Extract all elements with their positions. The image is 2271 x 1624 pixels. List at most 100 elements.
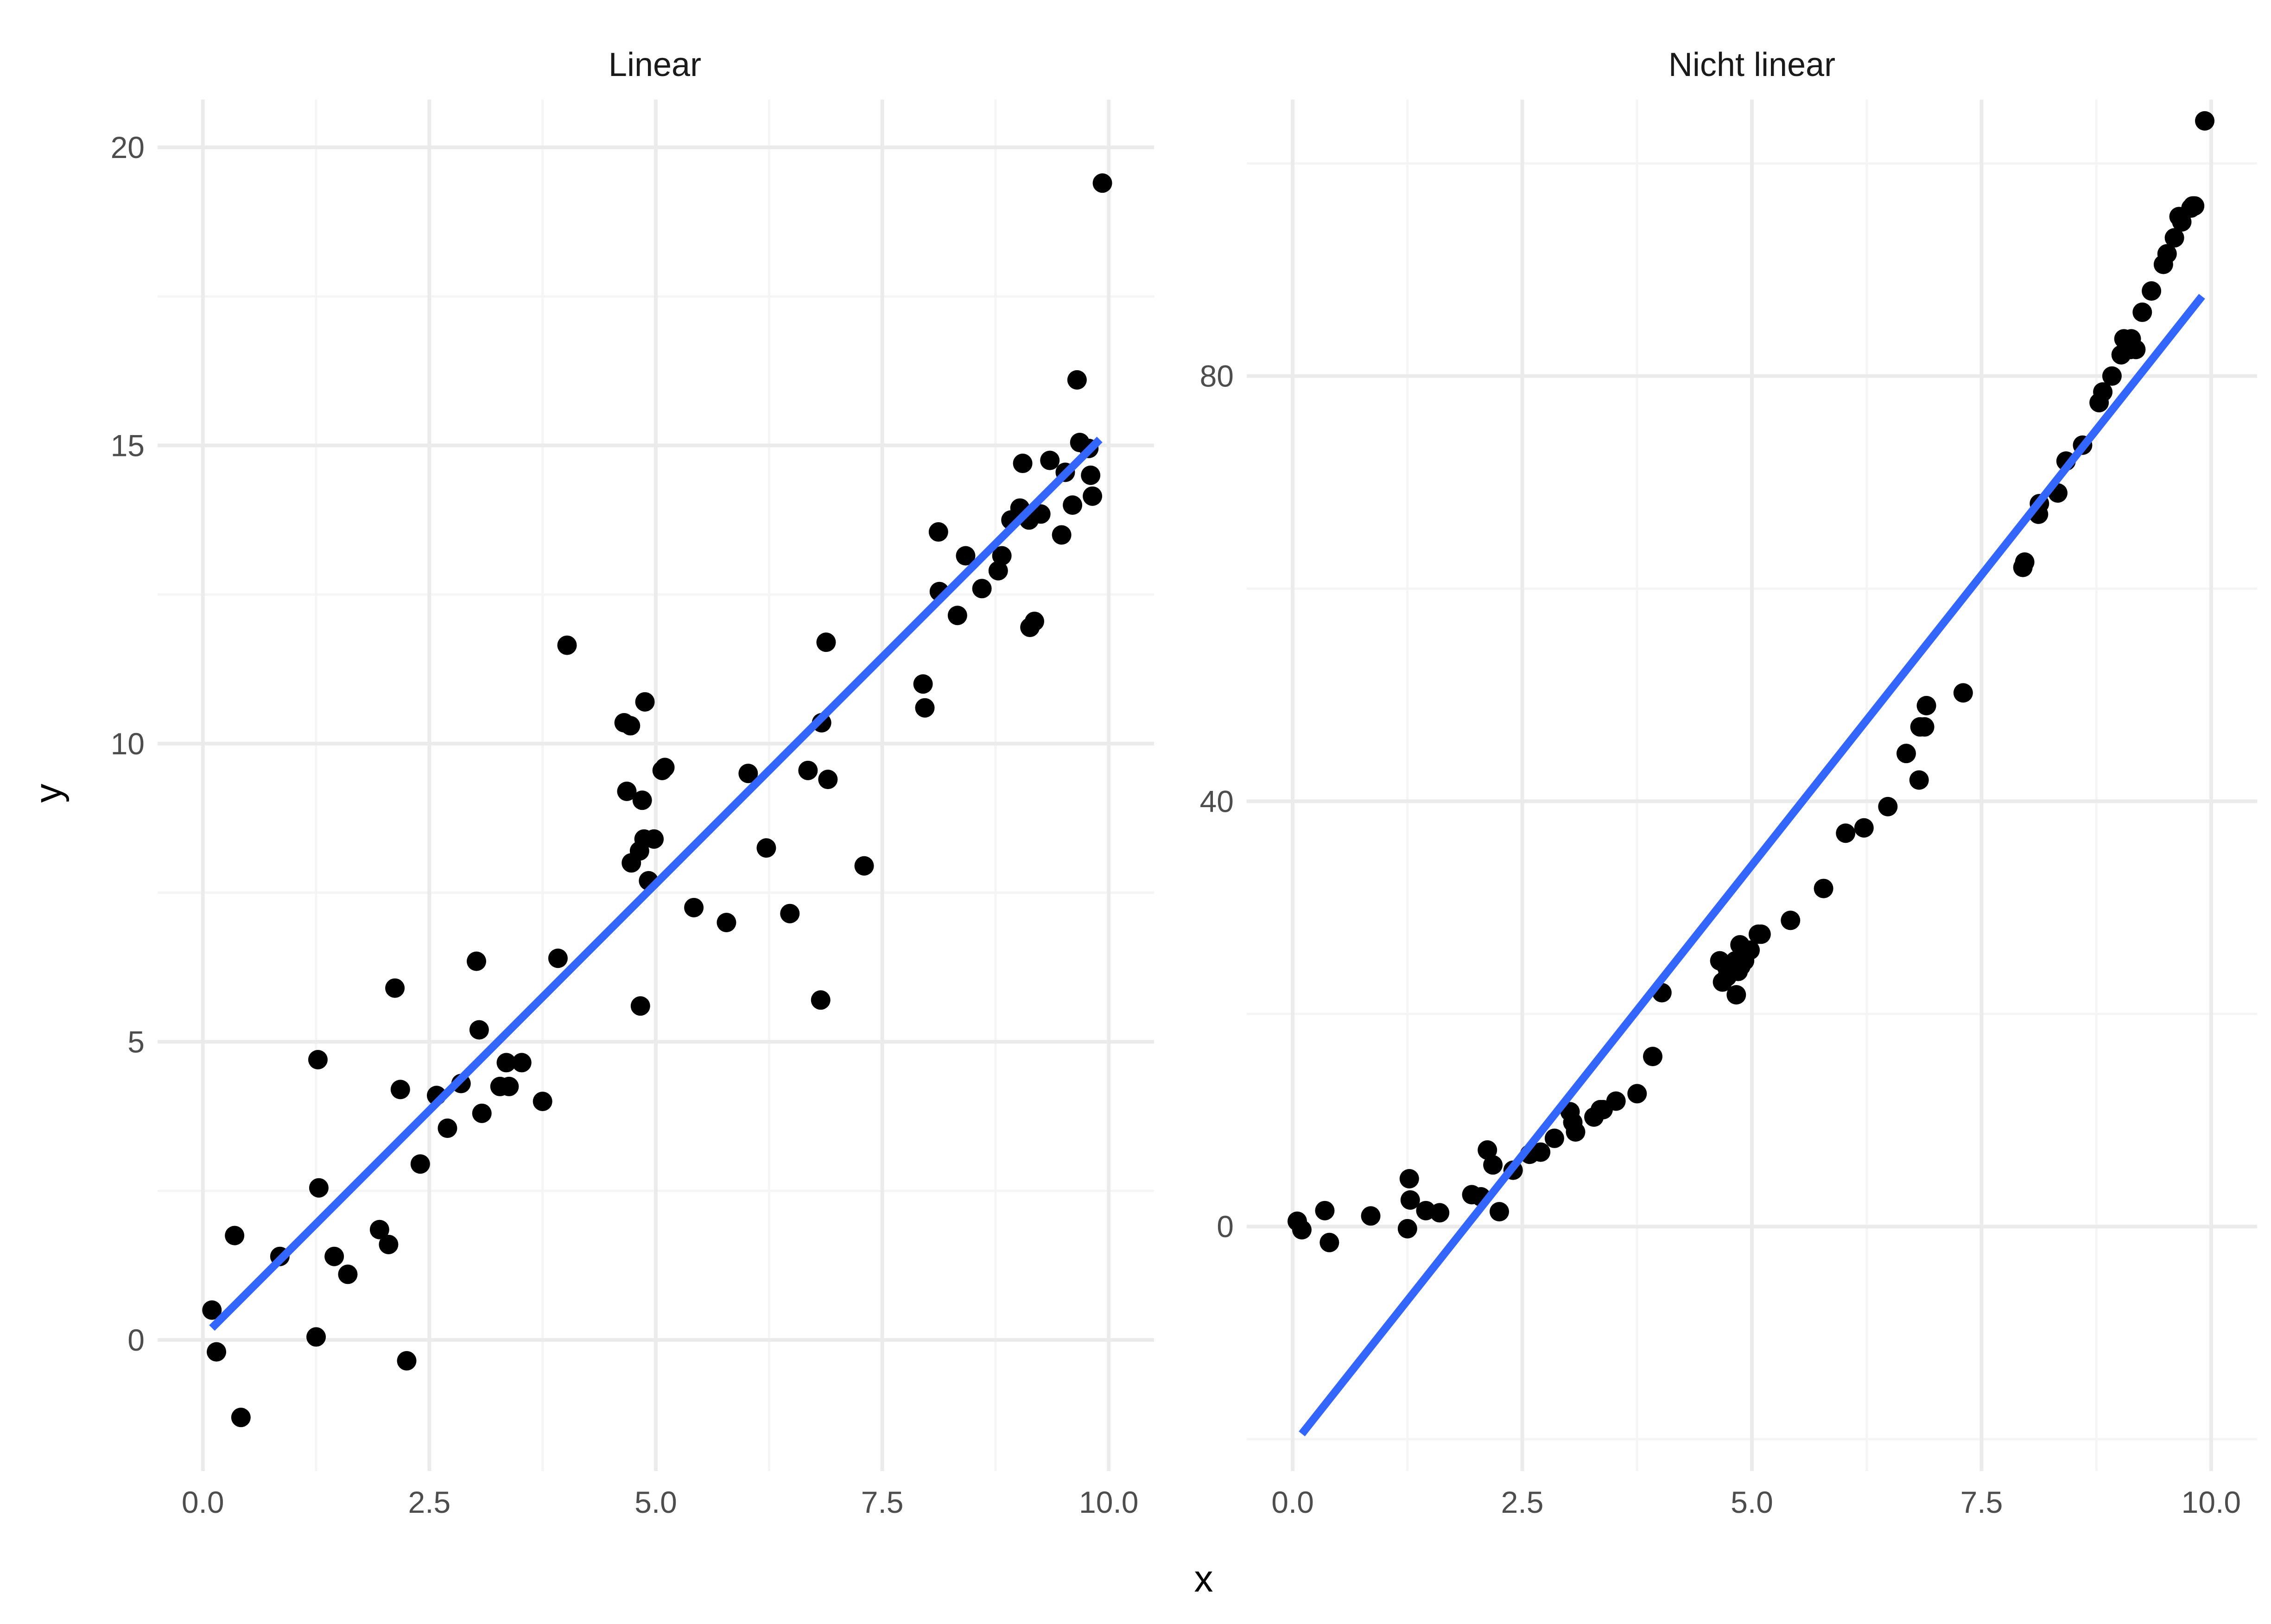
data-point	[2093, 382, 2113, 402]
data-point	[379, 1234, 399, 1254]
data-point	[410, 1154, 430, 1174]
data-point	[655, 758, 675, 777]
data-point	[1726, 985, 1746, 1005]
panel-linear: Linear 0.0 2.5 5.0 7.5 10.0 0 5 10 15 20	[111, 46, 1154, 1519]
regression-line	[1299, 294, 2205, 1436]
data-point	[1953, 683, 1973, 703]
panel-title-nicht-linear: Nicht linear	[1668, 46, 1835, 83]
data-point	[621, 716, 641, 736]
data-point	[1081, 465, 1101, 485]
data-point	[2164, 228, 2184, 248]
data-point	[2185, 196, 2205, 216]
data-point	[207, 1342, 227, 1362]
data-point	[1854, 818, 1874, 838]
data-point	[617, 781, 637, 801]
y-axis-title: y	[27, 784, 70, 803]
data-point	[306, 1327, 326, 1347]
data-point	[854, 856, 874, 876]
data-point	[915, 698, 935, 718]
data-point	[308, 1050, 328, 1069]
scatter-points	[202, 173, 1112, 1428]
data-point	[1643, 1047, 1662, 1067]
data-point	[816, 632, 836, 652]
data-point	[1063, 495, 1083, 515]
data-point	[1878, 796, 1898, 816]
data-point	[533, 1092, 552, 1112]
data-point	[1025, 612, 1044, 632]
x-tick-label: 7.5	[1960, 1485, 2003, 1519]
regression-line	[209, 436, 1103, 1331]
x-tick-label: 2.5	[1501, 1485, 1544, 1519]
data-point	[2157, 244, 2177, 264]
data-point	[1627, 1084, 1647, 1104]
data-point	[1909, 770, 1929, 790]
data-point	[2142, 281, 2162, 301]
data-point	[309, 1178, 329, 1198]
data-point	[1915, 717, 1935, 737]
data-point	[947, 606, 967, 626]
data-point	[1292, 1220, 1312, 1240]
data-point	[992, 546, 1012, 566]
data-point	[1397, 1219, 1417, 1239]
data-point	[1399, 1169, 1419, 1188]
data-point	[2102, 366, 2122, 386]
data-point	[324, 1246, 344, 1266]
grid	[158, 100, 1154, 1471]
data-point	[630, 996, 650, 1016]
data-point	[818, 770, 838, 790]
data-point	[811, 990, 831, 1010]
data-point	[1531, 1142, 1551, 1162]
data-point	[738, 764, 758, 784]
data-point	[635, 692, 655, 712]
x-tick-label: 2.5	[408, 1485, 450, 1519]
data-point	[548, 948, 568, 968]
data-point	[467, 951, 486, 971]
data-point	[1031, 504, 1051, 524]
data-point	[2132, 302, 2152, 322]
data-point	[1067, 370, 1087, 390]
data-point	[1781, 910, 1801, 930]
data-point	[717, 913, 736, 932]
data-point	[1040, 450, 1060, 470]
data-point	[557, 635, 577, 655]
data-point	[397, 1351, 417, 1371]
data-point	[231, 1408, 251, 1428]
data-point	[1490, 1202, 1509, 1222]
data-point	[1566, 1122, 1586, 1142]
data-point	[2015, 552, 2035, 572]
data-point	[1606, 1091, 1626, 1111]
data-point	[438, 1118, 457, 1138]
data-point	[469, 1020, 489, 1040]
data-point	[1751, 924, 1771, 944]
data-point	[988, 561, 1008, 581]
x-tick-label: 10.0	[1079, 1485, 1138, 1519]
data-point	[1544, 1128, 1564, 1148]
data-point	[913, 674, 933, 694]
data-point	[472, 1103, 492, 1123]
data-point	[2195, 111, 2215, 131]
x-tick-label: 0.0	[182, 1485, 224, 1519]
data-point	[385, 978, 405, 998]
x-tick-label: 7.5	[861, 1485, 904, 1519]
data-point	[369, 1220, 389, 1239]
data-point	[1916, 695, 1936, 715]
data-point	[1013, 454, 1033, 474]
y-tick-label: 0	[1217, 1209, 1234, 1244]
data-point	[956, 546, 976, 566]
data-point	[1483, 1155, 1503, 1175]
data-point	[1430, 1203, 1450, 1223]
data-point	[390, 1080, 410, 1100]
data-point	[1361, 1206, 1381, 1226]
y-tick-label: 40	[1200, 784, 1234, 818]
data-point	[1740, 940, 1760, 960]
data-point	[338, 1264, 358, 1284]
data-point	[928, 522, 948, 542]
x-tick-label: 10.0	[2182, 1485, 2241, 1519]
data-point	[1315, 1201, 1335, 1220]
data-point	[1478, 1140, 1497, 1160]
data-point	[972, 579, 992, 599]
data-point	[512, 1053, 532, 1073]
data-point	[684, 897, 704, 917]
